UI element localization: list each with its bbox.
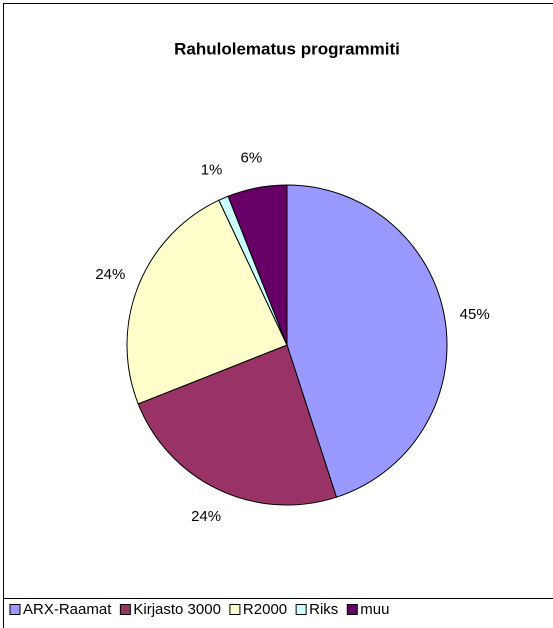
data-label: 24% [95, 266, 125, 283]
legend-swatch [229, 604, 241, 615]
data-label: 1% [201, 162, 223, 179]
data-label: 45% [460, 306, 490, 323]
legend-swatch [119, 604, 131, 615]
legend-box [3, 598, 553, 628]
data-label: 6% [241, 149, 263, 166]
chart-title: Rahulolematus programmiti [174, 39, 400, 58]
pie-slice [137, 344, 338, 506]
legend-label: R2000 [243, 601, 287, 618]
legend-swatch [295, 604, 307, 615]
pie-slice [126, 199, 288, 405]
pie [126, 184, 448, 506]
legend-swatch [9, 604, 21, 615]
data-label: 24% [191, 508, 221, 525]
legend-label: muu [360, 601, 389, 618]
pie-slice [286, 184, 448, 498]
legend-label: Riks [309, 601, 338, 618]
legend: ARX-Raamat Kirjasto 3000 R2000 Riks muu [9, 601, 389, 618]
pie-slice [227, 184, 288, 346]
legend-label: ARX-Raamat [23, 601, 112, 618]
legend-swatch [346, 604, 358, 615]
legend-label: Kirjasto 3000 [133, 601, 221, 618]
